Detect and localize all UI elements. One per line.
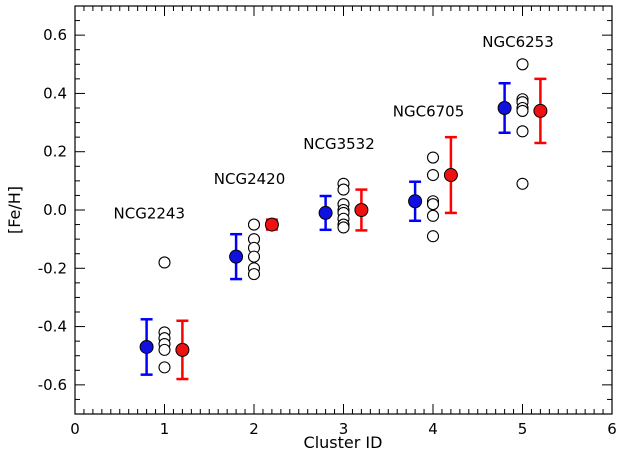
x-tick-label: 3 (339, 420, 349, 438)
member-star-point (337, 183, 350, 196)
x-tick-label: 5 (518, 420, 528, 438)
member-star-point (158, 256, 171, 269)
cluster-label: NGC6705 (393, 103, 465, 121)
red-mean-point (264, 217, 279, 232)
y-tick-label: -0.6 (38, 376, 67, 394)
x-tick-label: 6 (607, 420, 617, 438)
axis-ticks (74, 5, 613, 415)
member-star-point (247, 250, 261, 263)
cluster-label: NCG3532 (303, 135, 375, 153)
blue-mean-point (497, 101, 512, 115)
member-star-point (426, 209, 440, 222)
member-star-point (337, 221, 350, 234)
member-star-point (426, 151, 440, 164)
y-axis-title: [Fe/H] (5, 186, 24, 234)
y-tick-label: 0.4 (43, 84, 67, 102)
data-marks (139, 58, 548, 381)
y-tick-label: -0.4 (38, 318, 67, 336)
y-tick-label: 0.2 (43, 143, 67, 161)
x-axis-title: Cluster ID (304, 433, 383, 452)
member-star-point (158, 343, 171, 356)
red-mean-point (175, 342, 190, 357)
red-mean-point (533, 103, 548, 118)
x-tick-label: 1 (160, 420, 170, 438)
member-star-point (426, 198, 440, 211)
red-mean-point (354, 203, 369, 217)
x-tick-label: 2 (249, 420, 259, 438)
blue-mean-point (318, 205, 333, 220)
member-star-point (158, 361, 171, 374)
red-mean-point (443, 168, 458, 183)
member-star-point (516, 58, 529, 71)
y-tick-label: 0.6 (43, 26, 67, 44)
cluster-label: NCG2243 (114, 205, 186, 223)
blue-mean-point (408, 194, 423, 209)
member-star-point (247, 218, 261, 231)
member-star-point (516, 125, 529, 138)
tick-labels: 0 1 2 3 4 5 6 -0.6 -0.4 -0.2 0.0 0.2 0.4 0.6 (38, 26, 617, 438)
cluster-label: NCG2420 (214, 170, 286, 188)
member-star-point (247, 268, 261, 281)
member-star-point (516, 104, 529, 117)
member-star-point (426, 230, 440, 243)
y-tick-label: 0.0 (43, 201, 67, 219)
x-tick-label: 0 (70, 420, 80, 438)
blue-mean-point (229, 249, 244, 264)
member-star-point (426, 168, 440, 182)
cluster-label: NGC6253 (482, 33, 554, 51)
blue-mean-point (139, 339, 154, 354)
y-tick-label: -0.2 (38, 259, 67, 277)
x-tick-label: 4 (428, 420, 438, 438)
cluster-annotations: NCG2243 NCG2420 NCG3532 NGC6705 NGC6253 (114, 33, 554, 223)
member-star-point (516, 177, 529, 190)
